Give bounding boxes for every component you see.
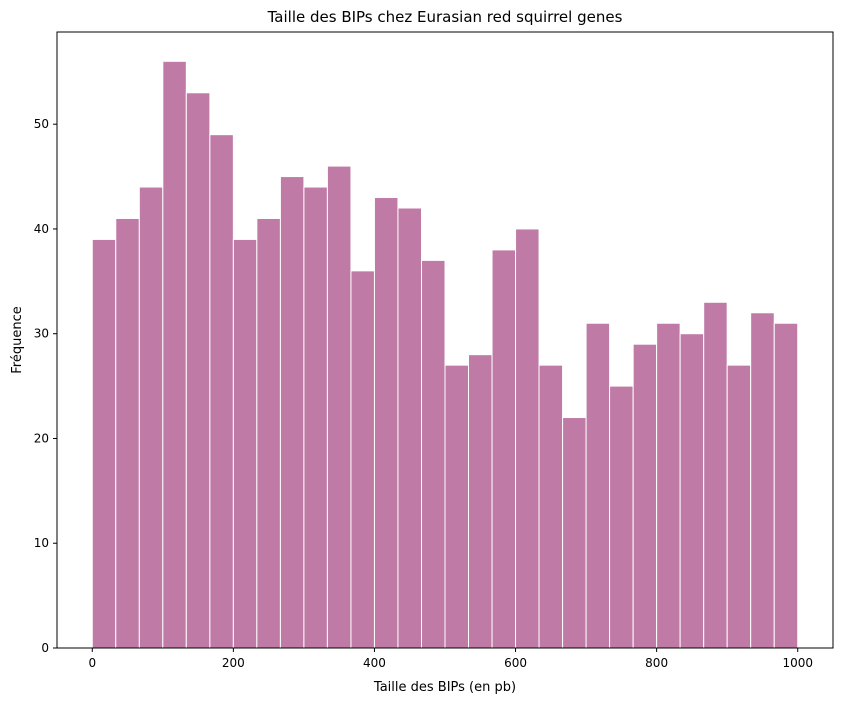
y-axis-ticks: 0 10 20 30 40 50 — [34, 117, 57, 655]
histogram-bar-8 — [279, 176, 305, 649]
plot-frame — [56, 31, 834, 649]
histogram-bar-22 — [609, 385, 634, 649]
histogram-bar-1 — [115, 217, 140, 649]
histogram-bar-19 — [538, 364, 564, 649]
x-axis-title: Taille des BIPs (en pb) — [373, 680, 516, 695]
bars-group — [91, 60, 799, 649]
histogram-bar-20 — [562, 417, 587, 649]
histogram-bar-13 — [397, 207, 423, 649]
histogram-bar-9 — [303, 186, 328, 649]
histogram-bar-11 — [350, 270, 375, 649]
histogram-bar-21 — [585, 322, 611, 649]
x-tick-label: 0 — [88, 656, 96, 670]
histogram-bar-23 — [632, 343, 658, 649]
histogram-bar-25 — [679, 333, 705, 649]
histogram-bar-2 — [138, 186, 164, 649]
histogram-bar-7 — [256, 217, 281, 649]
histogram-bar-5 — [209, 134, 234, 649]
histogram-bar-26 — [703, 301, 728, 649]
histogram-bar-6 — [232, 238, 258, 649]
histogram-bar-3 — [162, 60, 187, 649]
x-tick-label: 1000 — [782, 656, 813, 670]
y-tick-label: 40 — [34, 222, 49, 236]
histogram-bar-18 — [515, 228, 540, 649]
chart-title: Taille des BIPs chez Eurasian red squirr… — [267, 8, 623, 26]
histogram-bar-0 — [91, 238, 117, 649]
x-tick-label: 400 — [363, 656, 386, 670]
y-tick-label: 50 — [34, 117, 49, 131]
histogram-bar-16 — [467, 354, 493, 649]
histogram-bar-4 — [185, 92, 211, 649]
histogram-bar-27 — [726, 364, 752, 649]
histogram-bar-15 — [444, 364, 469, 649]
histogram-bar-17 — [491, 249, 517, 649]
y-axis-title: Fréquence — [10, 306, 25, 373]
histogram-bar-29 — [773, 322, 799, 649]
x-tick-label: 600 — [504, 656, 527, 670]
histogram-bar-12 — [373, 197, 399, 649]
histogram-bar-24 — [656, 322, 681, 649]
x-tick-label: 200 — [222, 656, 245, 670]
y-tick-label: 10 — [34, 536, 49, 550]
y-tick-label: 20 — [34, 431, 49, 445]
histogram-bar-28 — [750, 312, 775, 649]
y-tick-label: 30 — [34, 327, 49, 341]
x-axis-ticks: 0 200 400 600 800 1000 — [88, 648, 813, 670]
histogram-bar-10 — [326, 165, 352, 649]
histogram-bar-14 — [421, 259, 446, 649]
y-tick-label: 0 — [41, 641, 49, 655]
x-tick-label: 800 — [645, 656, 668, 670]
